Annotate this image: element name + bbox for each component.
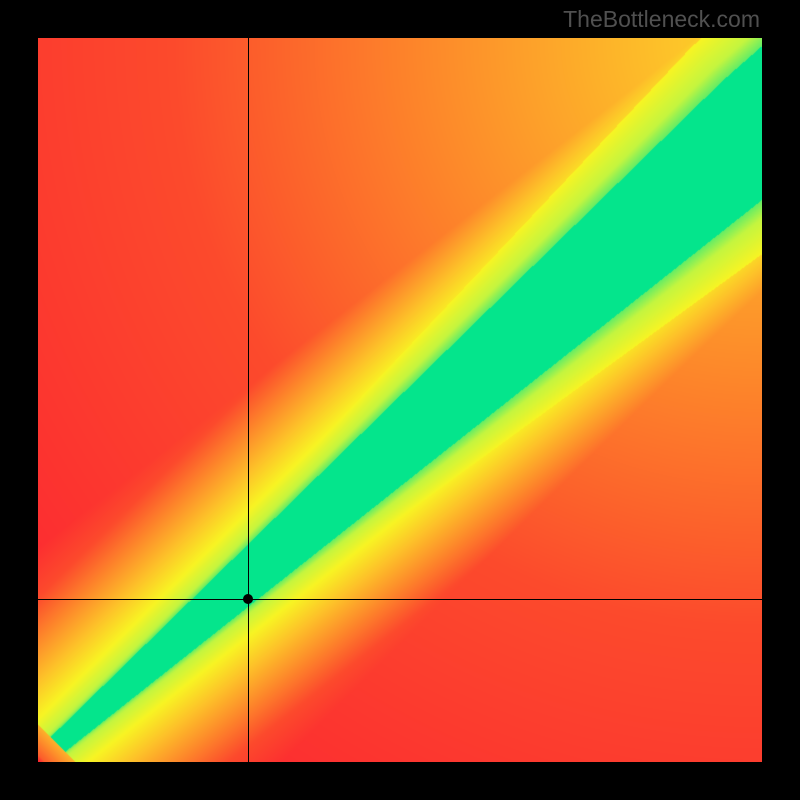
chart-container: TheBottleneck.com: [0, 0, 800, 800]
heatmap-canvas: [38, 38, 762, 762]
crosshair-vertical: [248, 38, 249, 762]
data-point-marker: [243, 594, 253, 604]
heatmap-plot: [38, 38, 762, 762]
crosshair-horizontal: [38, 599, 762, 600]
watermark-text: TheBottleneck.com: [563, 6, 760, 33]
